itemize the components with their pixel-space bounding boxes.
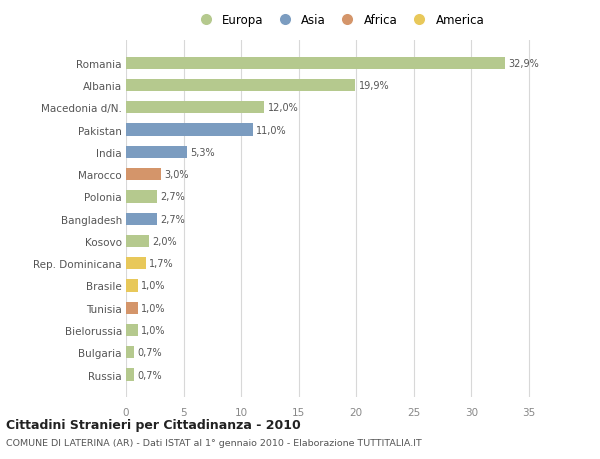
Text: 12,0%: 12,0% [268,103,298,113]
Text: 0,7%: 0,7% [137,370,162,380]
Text: 2,0%: 2,0% [152,236,177,246]
Bar [126,347,134,358]
Text: 1,7%: 1,7% [149,258,173,269]
Bar [126,213,157,225]
Bar [126,369,134,381]
Bar [126,124,253,136]
Bar [126,146,187,159]
Bar [126,168,161,181]
Bar [126,324,137,336]
Text: 11,0%: 11,0% [256,125,287,135]
Legend: Europa, Asia, Africa, America: Europa, Asia, Africa, America [191,11,487,29]
Text: 5,3%: 5,3% [190,147,215,157]
Bar [126,102,264,114]
Text: 2,7%: 2,7% [161,192,185,202]
Bar [126,80,355,92]
Text: 32,9%: 32,9% [508,59,539,68]
Text: COMUNE DI LATERINA (AR) - Dati ISTAT al 1° gennaio 2010 - Elaborazione TUTTITALI: COMUNE DI LATERINA (AR) - Dati ISTAT al … [6,438,422,448]
Text: 1,0%: 1,0% [141,325,166,335]
Bar [126,57,505,70]
Bar [126,235,149,247]
Bar [126,257,146,270]
Bar [126,191,157,203]
Text: 2,7%: 2,7% [161,214,185,224]
Text: 19,9%: 19,9% [359,81,389,91]
Text: 0,7%: 0,7% [137,347,162,358]
Bar [126,302,137,314]
Text: 1,0%: 1,0% [141,303,166,313]
Bar [126,280,137,292]
Text: Cittadini Stranieri per Cittadinanza - 2010: Cittadini Stranieri per Cittadinanza - 2… [6,418,301,431]
Text: 3,0%: 3,0% [164,170,188,180]
Text: 1,0%: 1,0% [141,281,166,291]
